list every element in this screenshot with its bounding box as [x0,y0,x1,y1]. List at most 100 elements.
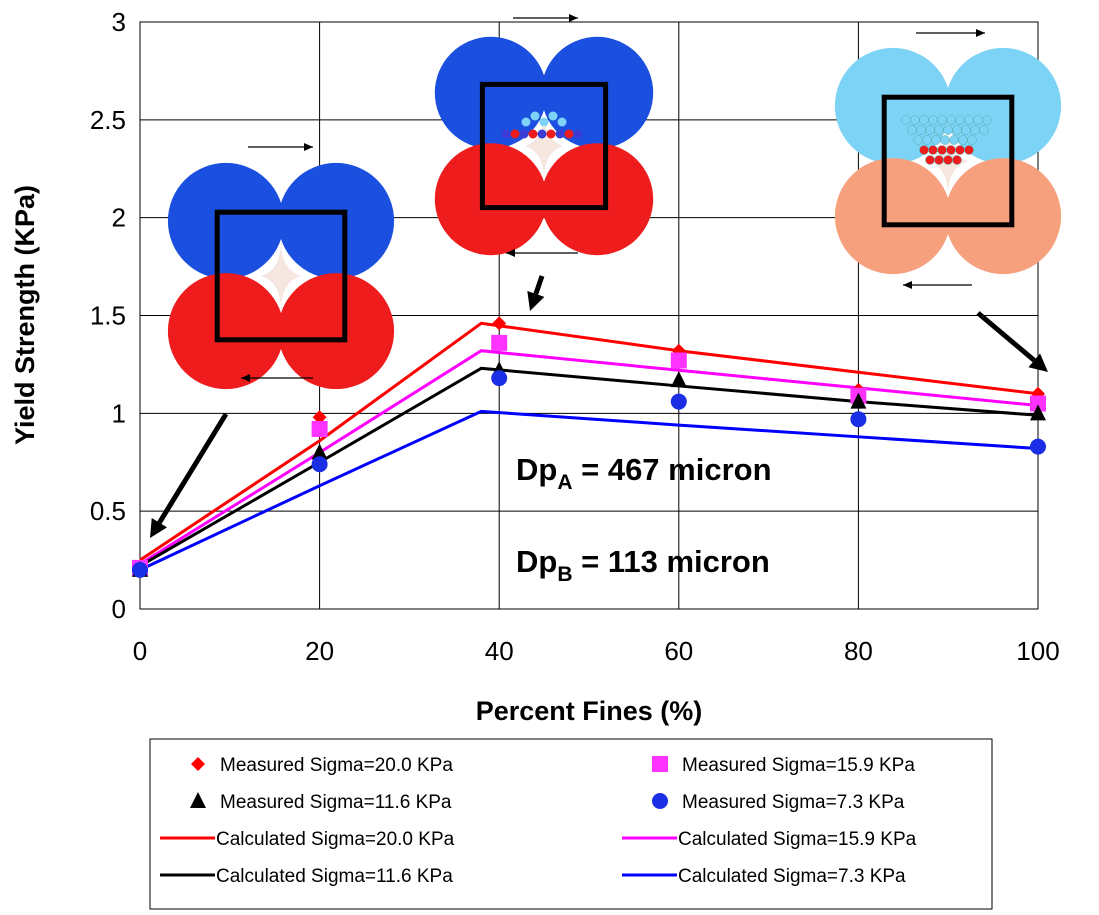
shear-arrow-head [304,143,313,151]
pointer-arrow-head [150,517,168,538]
legend-item: Measured Sigma=15.9 KPa [652,755,915,776]
legend-item: Measured Sigma=7.3 KPa [652,792,905,813]
annotation-dpa: DpA = 467 micron [516,452,772,494]
inset-0-percent [167,162,395,390]
shear-arrow [506,249,578,257]
fine-particle [919,115,929,125]
fine-particle [928,115,938,125]
data-point [1030,438,1046,455]
shear-arrow [241,374,313,382]
fine-particle [925,155,935,165]
data-point [491,334,508,351]
annotation-dpb: DpB = 113 micron [516,544,770,586]
calculated-line [139,366,1039,568]
fine-particle [916,125,926,135]
fine-particle [952,125,962,135]
particle-circle [278,273,395,390]
fine-particle [946,145,956,155]
legend-label: Measured Sigma=11.6 KPa [220,792,452,813]
fine-particle [964,145,974,155]
fine-particle [548,111,558,121]
cell-frame [881,94,1015,228]
legend-label: Calculated Sigma=11.6 KPa [216,866,453,887]
legend-label: Measured Sigma=20.0 KPa [220,755,453,776]
x-axis-title: Percent Fines (%) [476,696,703,726]
y-tick-label: 0.5 [90,496,126,526]
fine-particle [955,115,965,125]
fine-particle [943,155,953,165]
fine-particle [519,129,529,139]
y-tick-labels: 0 0.5 1 1.5 2 2.5 3 [90,7,126,624]
legend-item: Calculated Sigma=15.9 KPa [622,829,917,850]
y-tick-label: 1 [112,398,126,428]
particle-insets [167,14,1062,390]
legend-label: Measured Sigma=15.9 KPa [682,755,915,776]
legend-box [149,738,993,910]
fine-particle [946,115,956,125]
pointer-arrow-head [1028,353,1048,372]
pointer-arrow [150,412,229,538]
legend-item: Measured Sigma=20.0 KPa [191,755,453,776]
legend-label: Calculated Sigma=20.0 KPa [216,829,455,850]
particle-circle [834,47,951,164]
measured-markers [132,316,1046,578]
fine-particle [501,129,511,139]
fine-particle [937,115,947,125]
calculated-lines [139,321,1039,572]
fine-particle [537,129,547,139]
fine-particle [982,115,992,125]
fine-particle [934,155,944,165]
x-tick-label: 80 [844,636,873,666]
y-tick-label: 0 [112,594,126,624]
pointer-arrow-head [527,291,545,311]
pointer-arrow-line [157,412,229,524]
calculated-line [139,409,1039,572]
data-point [670,393,687,410]
x-tick-label: 0 [133,636,147,666]
fine-particle [967,135,977,145]
y-tick-label: 1.5 [90,301,126,331]
pointer-arrow [527,275,545,311]
legend-item: Calculated Sigma=20.0 KPa [160,829,455,850]
particle-circle [945,158,1062,275]
particle-circle [434,36,547,149]
fine-particle [934,125,944,135]
fine-particle [539,117,549,127]
data-point [492,316,507,331]
data-point [312,410,327,425]
data-point [1030,395,1046,412]
particle-circle [541,36,654,149]
particle-circle [167,162,284,279]
fine-particle [530,111,540,121]
x-tick-label: 60 [664,636,693,666]
data-point [311,456,328,473]
fine-particle [979,125,989,135]
data-point [1030,404,1046,421]
shear-arrow [916,29,985,37]
fine-particle [557,117,567,127]
legend-label: Calculated Sigma=7.3 KPa [678,866,906,887]
pointer-arrow [976,311,1048,372]
x-tick-labels: 0 20 40 60 80 100 [133,636,1060,666]
data-point [670,352,687,369]
fine-particle [961,125,971,135]
fine-particle [907,125,917,135]
shear-arrow-head [903,281,912,289]
pointer-arrow-line [533,275,545,295]
void-region [260,241,302,311]
shear-arrow-head [506,249,515,257]
pointer-arrow-line [976,311,1036,363]
legend-label: Calculated Sigma=15.9 KPa [678,829,917,850]
fine-particle [955,145,965,155]
fine-particle [943,125,953,135]
fine-particle [521,117,531,127]
fine-particle [925,125,935,135]
particle-circle [167,273,284,390]
fine-particle [931,135,941,145]
legend-item: Calculated Sigma=7.3 KPa [622,866,906,887]
fine-particle [546,129,556,139]
fine-particle [970,125,980,135]
legend-marker [190,792,206,808]
particle-circle [834,158,951,275]
fine-particle [937,145,947,155]
